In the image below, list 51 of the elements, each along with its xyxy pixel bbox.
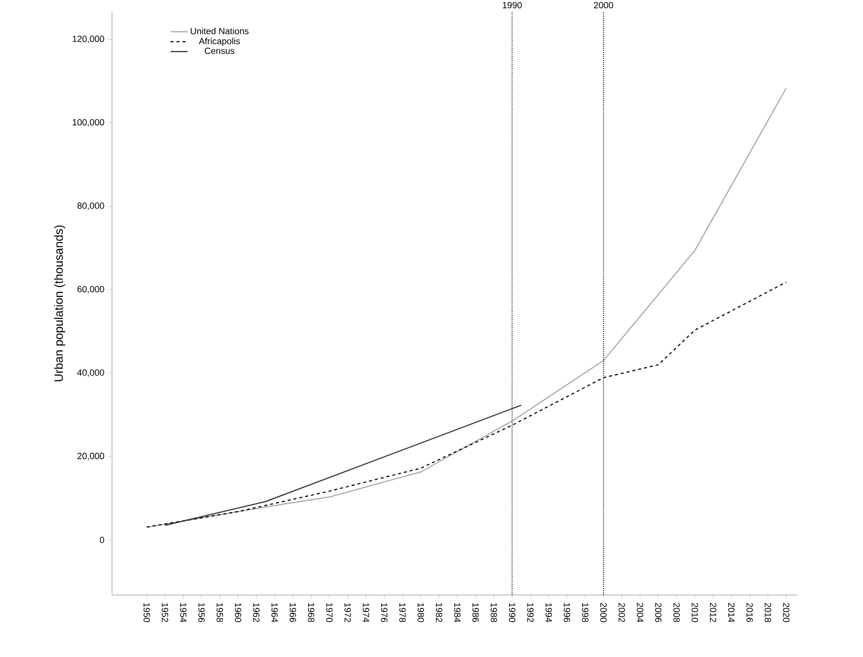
x-tick-label: 1956	[198, 603, 205, 622]
x-tick-label: 1964	[271, 603, 278, 622]
x-tick-label: 2012	[710, 602, 716, 622]
legend-label: United Nations	[190, 28, 249, 34]
legend-label: Census	[204, 48, 234, 54]
x-tick-label: 1988	[490, 603, 498, 622]
y-tick-label: 40,000	[77, 369, 104, 377]
x-tick-label: 1974	[362, 603, 370, 622]
x-tick-label: 1978	[399, 603, 406, 622]
x-tick-label: 1990	[508, 603, 516, 622]
x-tick-label: 1970	[326, 603, 333, 622]
y-tick-label: 0	[100, 536, 104, 544]
legend-label: Africapolis	[198, 38, 240, 46]
line-series	[146, 282, 787, 528]
ref-line-label: 1990	[502, 2, 522, 8]
y-tick-label: 80,000	[77, 202, 104, 210]
x-tick-label: 1950	[144, 603, 150, 622]
x-tick-label: 1998	[582, 603, 588, 622]
y-tick-label: 60,000	[78, 286, 104, 294]
ref-line-label: 2000	[594, 2, 614, 8]
x-tick-label: 1960	[234, 603, 242, 622]
x-tick-label: 1962	[253, 603, 260, 622]
x-tick-label: 1996	[564, 603, 570, 622]
x-tick-label: 2006	[655, 602, 662, 622]
x-tick-label: 2008	[673, 602, 680, 622]
x-tick-label: 2020	[783, 602, 790, 622]
x-tick-label: 2016	[746, 602, 753, 622]
x-tick-label: 1954	[180, 603, 186, 622]
x-tick-label: 1992	[527, 603, 534, 622]
x-tick-label: 1952	[162, 603, 168, 622]
line-series	[146, 88, 787, 528]
x-tick-label: 1980	[418, 603, 424, 622]
x-tick-label: 1994	[546, 603, 552, 622]
x-tick-label: 2010	[692, 602, 698, 622]
x-tick-label: 2018	[764, 602, 772, 622]
x-tick-label: 1986	[472, 603, 479, 622]
x-tick-label: 2014	[728, 602, 735, 622]
y-tick-label: 120,000	[72, 36, 104, 44]
x-tick-label: 1968	[308, 603, 314, 622]
x-tick-label: 2002	[618, 602, 625, 622]
x-tick-label: 1984	[454, 603, 461, 622]
x-tick-label: 1982	[436, 603, 442, 622]
x-tick-label: 1976	[381, 603, 388, 622]
x-tick-label: 1966	[290, 603, 296, 622]
y-tick-label: 20,000	[78, 452, 104, 460]
y-axis-title: Urban population (thousands)	[54, 225, 66, 382]
x-tick-label: 1972	[344, 603, 351, 622]
x-tick-label: 2004	[636, 602, 644, 622]
y-tick-label: 100,000	[72, 119, 104, 126]
x-tick-label: 1958	[216, 603, 223, 622]
x-tick-label: 2000	[600, 602, 607, 622]
